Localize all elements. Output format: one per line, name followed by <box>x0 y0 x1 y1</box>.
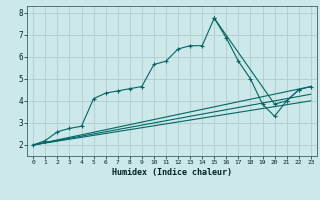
X-axis label: Humidex (Indice chaleur): Humidex (Indice chaleur) <box>112 168 232 177</box>
